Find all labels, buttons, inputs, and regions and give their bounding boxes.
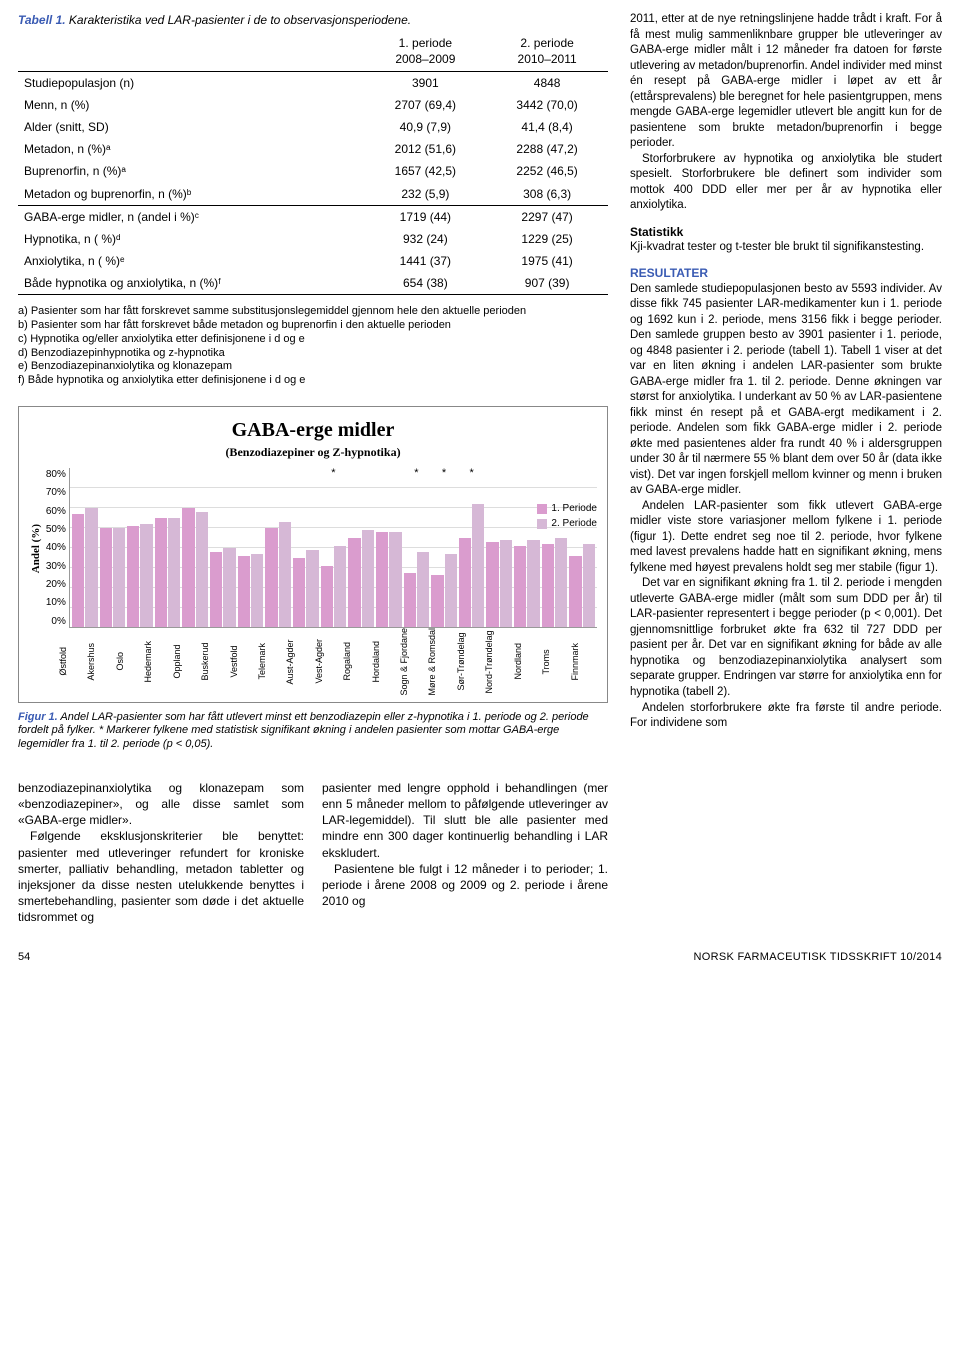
x-label: Hordaland [370,628,398,698]
ll-p2: Følgende eksklusjonskriterier ble benytt… [18,828,304,925]
x-label: Sogn & Fjordane [398,628,426,698]
bar-group [514,468,540,627]
x-label: Oppland [171,628,199,698]
table-row: Hypnotika, n ( %)ᵈ932 (24)1229 (25) [18,228,608,250]
x-label: Østfold [57,628,85,698]
lower-col-right: pasienter med lengre opphold i behandlin… [322,780,608,926]
table-row: Både hypnotika og anxiolytika, n (%)ᶠ654… [18,272,608,294]
res-p3: Det var en signifikant økning fra 1. til… [630,576,942,700]
chart-xaxis: ØstfoldAkershusOsloHedemarkOpplandBusker… [57,628,597,698]
fig-caption-text: Andel LAR-pasienter som har fått utlever… [18,711,589,751]
bar-group [210,468,236,627]
legend-1: 1. Periode [551,502,597,516]
right-column: 2011, etter at de nye retningslinjene ha… [630,12,942,926]
bar-group [127,468,153,627]
rc-p1: 2011, etter at de nye retningslinjene ha… [630,12,942,152]
table-row: Metadon, n (%)ᵃ2012 (51,6)2288 (47,2) [18,138,608,160]
bar-group: * [321,468,347,627]
x-label: Finnmark [569,628,597,698]
bar-group [265,468,291,627]
x-label: Sør-Trøndelag [455,628,483,698]
fig-caption-prefix: Figur 1. [18,711,58,723]
chart-legend: 1. Periode 2. Periode [537,502,597,533]
bar-group [542,468,568,627]
table-1: 1. periode2008–2009 2. periode2010–2011 … [18,32,608,295]
x-label: Buskerud [199,628,227,698]
x-label: Møre & Romsdal [426,628,454,698]
col-header-2: 2. periode2010–2011 [486,32,608,71]
x-label: Oslo [114,628,142,698]
x-label: Aust-Agder [284,628,312,698]
stat-head: Statistikk [630,224,942,240]
x-label: Troms [540,628,568,698]
lr-p2: Pasientene ble fulgt i 12 måneder i to p… [322,861,608,910]
table-row: Studiepopulasjon (n)39014848 [18,71,608,94]
table-row: Metadon og buprenorfin, n (%)ᵇ232 (5,9)3… [18,183,608,205]
table-row: Alder (snitt, SD)40,9 (7,9)41,4 (8,4) [18,116,608,138]
x-label: Rogaland [341,628,369,698]
page-footer: 54 NORSK FARMACEUTISK TIDSSKRIFT 10/2014 [18,950,942,965]
bar-group: * [459,468,485,627]
journal-ref: NORSK FARMACEUTISK TIDSSKRIFT 10/2014 [694,950,943,965]
table-title-prefix: Tabell 1. [18,13,66,27]
res-p4: Andelen storforbrukere økte fra første t… [630,701,942,732]
bar-group [569,468,595,627]
chart-container: GABA-erge midler (Benzodiazepiner og Z-h… [18,406,608,703]
stat-body: Kji-kvadrat tester og t-tester ble brukt… [630,240,942,256]
table-row: GABA-erge midler, n (andel i %)ᶜ1719 (44… [18,205,608,228]
x-label: Nordland [512,628,540,698]
table-title-rest: Karakteristika ved LAR-pasienter i de to… [66,13,412,27]
chart-title: GABA-erge midler [29,417,597,444]
rc-p2: Storforbrukere av hypnotika og anxiolyti… [630,152,942,214]
x-label: Vest-Agder [313,628,341,698]
results-head: RESULTATER [630,265,942,281]
chart-yaxis: 0%10%20%30%40%50%60%70%80% [46,468,69,628]
bar-group [293,468,319,627]
bar-group [376,468,402,627]
x-label: Hedemark [142,628,170,698]
bar-group: * [404,468,430,627]
res-p2: Andelen LAR-pasienter som fikk utlevert … [630,499,942,577]
res-p1: Den samlede studiepopulasjonen besto av … [630,282,942,499]
bar-group [72,468,98,627]
bar-group [182,468,208,627]
bar-group [155,468,181,627]
x-label: Nord-Trøndelag [483,628,511,698]
col-header-1: 1. periode2008–2009 [364,32,486,71]
lr-p1: pasienter med lengre opphold i behandlin… [322,780,608,861]
table-row: Menn, n (%)2707 (69,4)3442 (70,0) [18,94,608,116]
table-title: Tabell 1. Karakteristika ved LAR-pasient… [18,12,608,28]
bar-group [100,468,126,627]
bar-group [486,468,512,627]
page-number: 54 [18,950,30,965]
bar-group [238,468,264,627]
chart-subtitle: (Benzodiazepiner og Z-hypnotika) [29,444,597,460]
ll-p1: benzodiazepinanxiolytika og klonazepam s… [18,780,304,829]
legend-2: 2. Periode [551,517,597,531]
bar-group [348,468,374,627]
table-row: Buprenorfin, n (%)ᵃ1657 (42,5)2252 (46,5… [18,160,608,182]
chart-ylabel: Andel (%) [29,524,44,573]
lower-col-left: benzodiazepinanxiolytika og klonazepam s… [18,780,304,926]
figure-caption: Figur 1. Andel LAR-pasienter som har fåt… [18,711,608,752]
table-row: Anxiolytika, n ( %)ᵉ1441 (37)1975 (41) [18,250,608,272]
x-label: Vestfold [228,628,256,698]
x-label: Telemark [256,628,284,698]
chart-plot: **** [69,468,597,628]
bar-group: * [431,468,457,627]
table-notes: a) Pasienter som har fått forskrevet sam… [18,305,608,388]
x-label: Akershus [85,628,113,698]
